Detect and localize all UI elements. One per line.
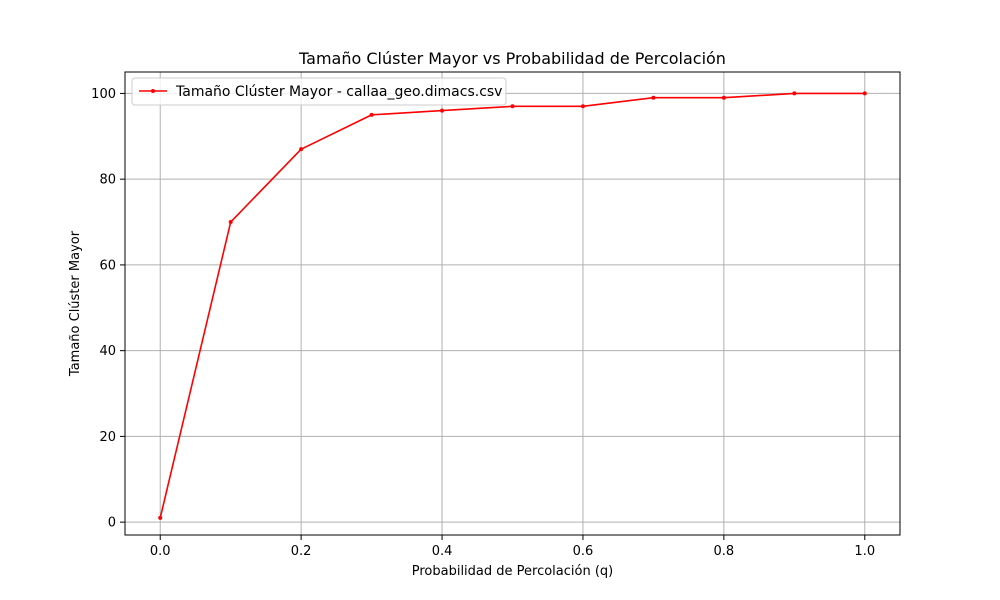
- plot-area: [125, 72, 900, 535]
- y-tick-label: 100: [91, 87, 116, 102]
- legend: Tamaño Clúster Mayor - callaa_geo.dimacs…: [131, 77, 507, 106]
- data-point: [158, 515, 163, 520]
- y-tick-label: 60: [99, 258, 116, 273]
- x-tick-label: 0.4: [432, 544, 453, 559]
- data-point: [440, 108, 445, 113]
- y-axis-label: Tamaño Clúster Mayor: [68, 230, 83, 377]
- chart-title: Tamaño Clúster Mayor vs Probabilidad de …: [298, 49, 726, 68]
- x-tick-label: 0.0: [150, 544, 171, 559]
- y-tick-label: 20: [99, 430, 116, 445]
- x-tick-label: 0.2: [291, 544, 312, 559]
- legend-swatch-marker: [151, 89, 155, 93]
- data-point: [299, 147, 304, 152]
- y-tick-label: 80: [99, 173, 116, 188]
- data-point: [721, 95, 726, 100]
- series-layer: [158, 91, 867, 520]
- data-point: [580, 104, 585, 109]
- data-point: [510, 104, 515, 109]
- y-tick-label: 40: [99, 344, 116, 359]
- plot-frame: [124, 71, 901, 536]
- legend-box: [131, 77, 507, 106]
- x-tick-label: 0.8: [714, 544, 735, 559]
- data-point: [651, 95, 656, 100]
- grid-layer: [125, 72, 900, 535]
- legend-label: Tamaño Clúster Mayor - callaa_geo.dimacs…: [175, 84, 502, 100]
- x-tick-label: 1.0: [854, 544, 875, 559]
- x-axis-label: Probabilidad de Percolación (q): [412, 564, 614, 579]
- data-point: [228, 220, 233, 225]
- y-axis-ticks: 0 20 40 60 80 100: [91, 87, 125, 531]
- x-axis-ticks: 0.0 0.2 0.4 0.6 0.8 1.0: [150, 535, 875, 559]
- data-point: [792, 91, 797, 96]
- data-point: [369, 112, 374, 117]
- data-point: [862, 91, 867, 96]
- y-tick-label: 0: [108, 516, 116, 531]
- x-tick-label: 0.6: [573, 544, 594, 559]
